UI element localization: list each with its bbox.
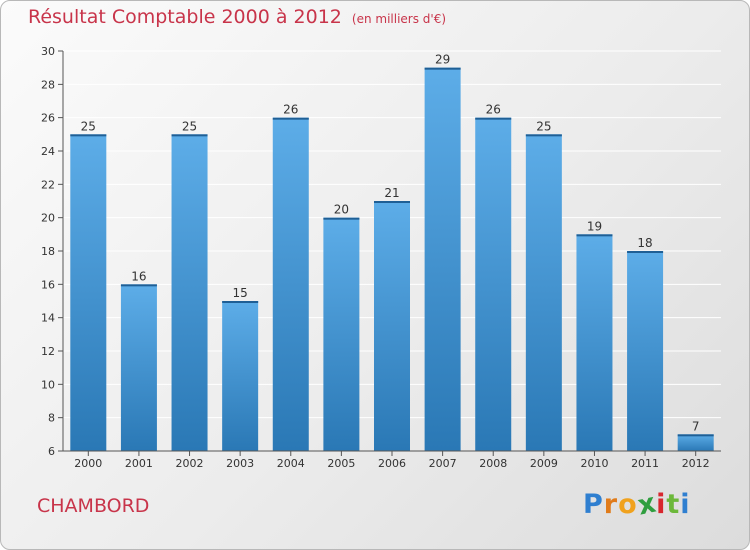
bar-top-edge: [272, 117, 309, 120]
bar-2000: [70, 134, 107, 452]
data-label-2006: 21: [384, 186, 399, 200]
x-tick-label: 2003: [226, 457, 254, 470]
data-label-2009: 25: [536, 119, 551, 133]
data-label-2005: 20: [334, 203, 349, 217]
bar-top-edge: [627, 251, 664, 253]
x-tick-label: 2007: [429, 457, 457, 470]
y-tick-label: 18: [41, 245, 55, 258]
y-tick-label: 26: [41, 112, 55, 125]
logo-letter: P: [583, 489, 604, 520]
data-label-2004: 26: [283, 103, 298, 117]
y-tick-label: 16: [41, 278, 55, 291]
bar-2003: [222, 301, 259, 451]
y-tick-label: 20: [41, 212, 55, 225]
bar-2010: [576, 234, 613, 451]
bar-2006: [374, 201, 410, 451]
y-tick-label: 30: [41, 45, 55, 58]
bar-top-edge: [424, 67, 461, 70]
x-tick-label: 2011: [631, 457, 659, 470]
bar-top-edge: [374, 201, 410, 203]
bar-2004: [272, 117, 309, 452]
data-label-2011: 18: [637, 236, 652, 250]
x-tick-label: 2001: [125, 457, 153, 470]
data-label-2002: 25: [182, 119, 197, 133]
x-tick-label: 2010: [580, 457, 608, 470]
logo-letter: r: [603, 489, 619, 520]
bar-2005: [323, 217, 360, 451]
y-tick-label: 8: [48, 412, 55, 425]
proxiti-logo: Proxiti: [583, 487, 691, 521]
y-tick-label: 28: [41, 78, 55, 91]
y-tick-label: 12: [41, 345, 55, 358]
data-label-2008: 26: [486, 103, 501, 117]
bar-2009: [525, 134, 562, 452]
y-tick-label: 14: [41, 312, 55, 325]
data-label-2000: 25: [81, 119, 96, 133]
chart-title-text: Résultat Comptable 2000 à 2012: [28, 6, 342, 28]
y-tick-label: 24: [41, 145, 55, 158]
chart-title: Résultat Comptable 2000 à 2012 (en millie…: [28, 6, 446, 28]
bar-2002: [171, 134, 208, 452]
data-label-2007: 29: [435, 53, 450, 67]
bar-top-edge: [171, 134, 208, 137]
x-tick-label: 2008: [479, 457, 507, 470]
bar-top-edge: [525, 134, 562, 137]
bar-top-edge: [222, 301, 259, 303]
y-tick-label: 22: [41, 178, 55, 191]
data-label-2012: 7: [692, 419, 700, 433]
commune-name: CHAMBORD: [37, 495, 150, 517]
bar-top-edge: [475, 117, 512, 120]
logo-letter: i: [680, 489, 691, 520]
bar-2007: [424, 67, 461, 452]
bar-top-edge: [677, 434, 714, 437]
bar-2001: [120, 284, 157, 451]
x-tick-label: 2006: [378, 457, 406, 470]
logo-letter: t: [666, 489, 681, 520]
bar-top-edge: [576, 234, 613, 237]
bar-top-edge: [323, 217, 360, 220]
bar-2008: [475, 117, 512, 452]
data-label-2010: 19: [587, 219, 602, 233]
bar-2011: [627, 251, 664, 451]
y-tick-label: 6: [48, 445, 55, 458]
x-tick-label: 2004: [277, 457, 305, 470]
data-label-2003: 15: [233, 286, 248, 300]
logo-letter: o: [618, 489, 638, 520]
x-tick-label: 2000: [74, 457, 102, 470]
x-tick-label: 2002: [176, 457, 204, 470]
logo-letter: i: [656, 489, 667, 520]
bar-top-edge: [70, 134, 107, 137]
x-tick-label: 2005: [327, 457, 355, 470]
chart-subtitle: (en milliers d'€): [351, 12, 447, 26]
bar-top-edge: [120, 284, 157, 287]
bar-2012: [677, 434, 714, 451]
y-tick-label: 10: [41, 378, 55, 391]
x-tick-label: 2012: [682, 457, 710, 470]
x-tick-label: 2009: [530, 457, 558, 470]
data-label-2001: 16: [131, 269, 146, 283]
